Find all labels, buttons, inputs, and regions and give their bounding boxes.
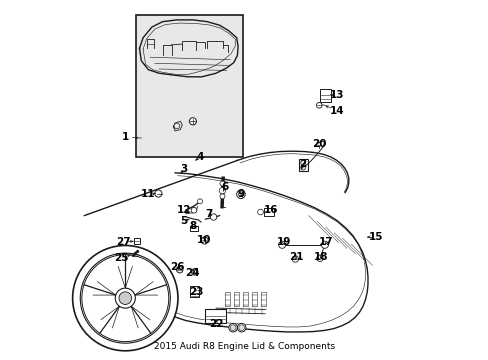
Text: 2: 2	[299, 159, 306, 169]
Text: 18: 18	[313, 252, 327, 261]
Circle shape	[321, 241, 328, 248]
Bar	[264, 208, 273, 216]
Text: 13: 13	[329, 90, 344, 100]
Circle shape	[191, 207, 196, 213]
Text: 2015 Audi R8 Engine Lid & Components: 2015 Audi R8 Engine Lid & Components	[154, 342, 334, 351]
Circle shape	[236, 190, 244, 198]
Circle shape	[238, 192, 243, 197]
Circle shape	[189, 118, 196, 125]
Text: 11: 11	[141, 189, 155, 199]
Text: 17: 17	[318, 237, 333, 247]
Circle shape	[257, 209, 263, 215]
Text: 26: 26	[169, 262, 184, 272]
Circle shape	[174, 123, 180, 129]
Circle shape	[316, 255, 323, 261]
Text: 19: 19	[276, 237, 290, 247]
Circle shape	[210, 214, 216, 220]
Text: 16: 16	[264, 205, 278, 215]
Circle shape	[81, 255, 168, 342]
Circle shape	[300, 165, 305, 170]
Text: 6: 6	[221, 182, 228, 192]
Text: 22: 22	[208, 319, 223, 329]
Bar	[136, 14, 242, 157]
Text: 24: 24	[185, 267, 200, 278]
Circle shape	[155, 190, 162, 197]
Circle shape	[230, 325, 236, 330]
Text: 7: 7	[205, 209, 212, 219]
Text: 15: 15	[368, 232, 383, 242]
Text: 8: 8	[189, 221, 196, 231]
Bar	[134, 238, 140, 244]
Text: 4: 4	[196, 152, 203, 162]
Circle shape	[237, 323, 245, 332]
Circle shape	[191, 269, 198, 275]
Circle shape	[176, 266, 183, 273]
Circle shape	[316, 142, 320, 147]
Bar	[205, 309, 225, 323]
Circle shape	[119, 292, 131, 305]
Text: 1: 1	[122, 132, 129, 142]
Text: 25: 25	[114, 253, 129, 263]
Circle shape	[316, 103, 322, 108]
Circle shape	[228, 323, 237, 332]
Circle shape	[300, 161, 305, 165]
Bar	[298, 159, 307, 171]
Text: 20: 20	[311, 139, 326, 149]
Text: 10: 10	[196, 235, 210, 246]
Text: 14: 14	[329, 105, 344, 116]
Circle shape	[278, 241, 285, 248]
Circle shape	[115, 288, 135, 308]
Text: 12: 12	[176, 205, 191, 215]
Text: 5: 5	[180, 216, 187, 226]
Bar	[190, 226, 197, 230]
Text: 21: 21	[288, 252, 303, 261]
Circle shape	[292, 256, 298, 262]
Circle shape	[238, 325, 244, 330]
Circle shape	[197, 199, 202, 204]
Circle shape	[201, 237, 208, 244]
Circle shape	[73, 246, 178, 351]
Circle shape	[80, 253, 170, 343]
Bar	[319, 89, 330, 102]
Bar	[190, 286, 199, 297]
Circle shape	[220, 194, 224, 199]
Text: 23: 23	[189, 287, 203, 297]
Text: 27: 27	[116, 237, 131, 247]
Circle shape	[220, 181, 224, 186]
Text: 3: 3	[180, 164, 187, 174]
Text: 9: 9	[237, 189, 244, 199]
Circle shape	[219, 188, 225, 194]
